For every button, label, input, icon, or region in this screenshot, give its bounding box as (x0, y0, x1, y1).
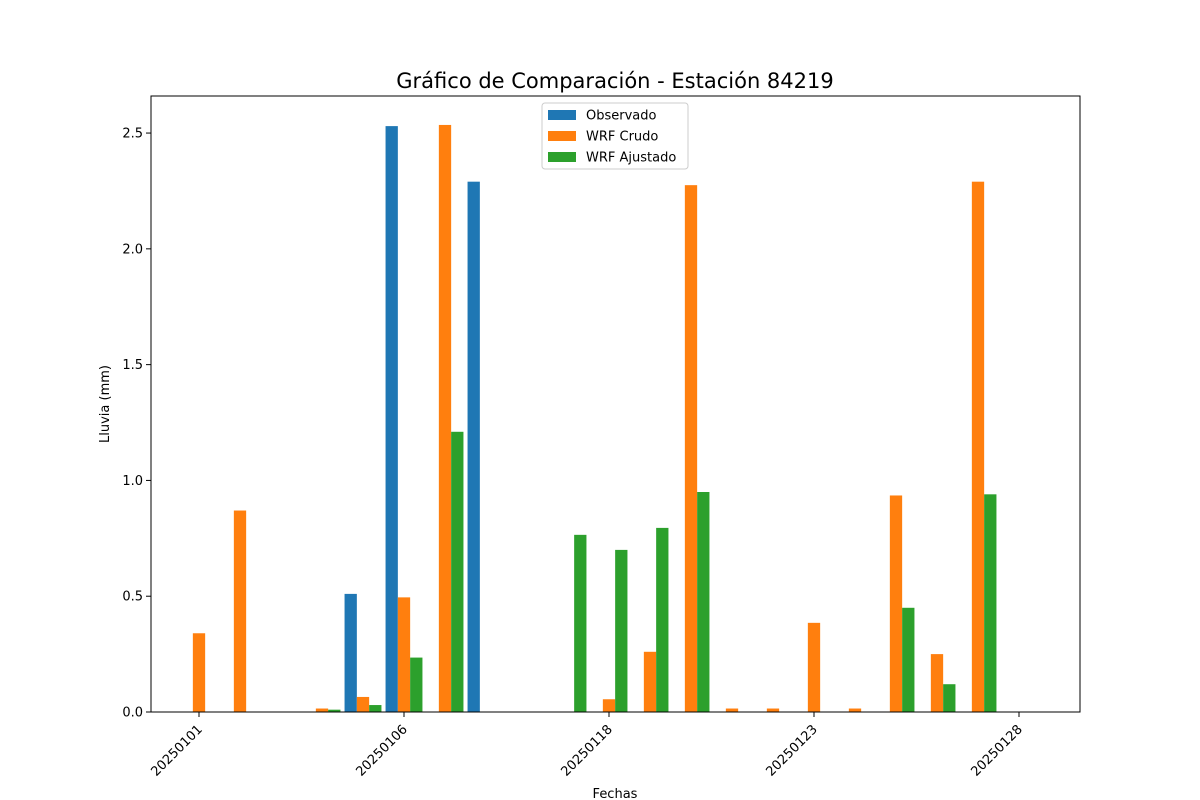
x-axis-title: Fechas (593, 787, 638, 800)
bar-wrf-ajustado-7 (451, 431, 464, 712)
bar-wrf-ajustado-6 (410, 657, 423, 712)
bar-wrf-ajustado-13 (697, 492, 710, 712)
plot-frame (150, 95, 1081, 713)
bar-wrf-crudo-13 (684, 185, 698, 712)
legend-swatch (548, 131, 576, 141)
legend-label: WRF Ajustado (586, 151, 676, 166)
bar-wrf-ajustado-18 (902, 607, 915, 712)
x-tick-label: 20250123 (763, 722, 820, 779)
legend-swatch (548, 152, 576, 162)
bar-wrf-crudo-4 (315, 708, 329, 712)
bar-wrf-crudo-1 (192, 633, 206, 712)
y-axis-title: Lluvia (mm) (98, 365, 113, 443)
bar-wrf-crudo-5 (356, 696, 370, 712)
legend-label: Observado (586, 109, 657, 124)
y-tick-label: 2.0 (122, 242, 143, 257)
legend-box (541, 102, 689, 170)
chart-title: Gráfico de Comparación - Estación 84219 (396, 69, 833, 93)
legend: Observado WRF Crudo WRF Ajustado (541, 102, 689, 170)
bar-wrf-crudo-19 (930, 654, 944, 712)
bars-group (192, 124, 997, 713)
bar-wrf-crudo-6 (397, 597, 411, 712)
y-tick-label: 0.5 (122, 590, 143, 605)
bar-wrf-crudo-15 (766, 708, 780, 712)
bar-wrf-ajustado-19 (943, 684, 956, 712)
bar-wrf-crudo-17 (848, 708, 862, 712)
bar-wrf-crudo-14 (725, 708, 739, 712)
bar-wrf-crudo-2 (233, 510, 247, 712)
y-tick-label: 2.5 (122, 127, 143, 142)
bar-observado-5 (344, 593, 357, 712)
bar-wrf-ajustado-20 (984, 494, 997, 712)
x-tick-label: 20250128 (968, 722, 1025, 779)
bar-wrf-crudo-18 (889, 495, 903, 712)
bar-wrf-ajustado-4 (328, 709, 341, 712)
y-tick-label: 1.0 (122, 474, 143, 489)
y-tick-label: 0.0 (122, 706, 143, 721)
bar-wrf-crudo-11 (602, 699, 616, 712)
x-tick-label: 20250106 (353, 722, 410, 779)
bar-wrf-crudo-12 (643, 651, 657, 712)
legend-swatch (548, 110, 576, 120)
bar-wrf-crudo-16 (807, 622, 821, 712)
y-tick-label: 1.5 (122, 358, 143, 373)
bar-wrf-ajustado-10 (574, 534, 587, 712)
x-tick-label: 20250101 (148, 722, 205, 779)
legend-label: WRF Crudo (586, 130, 658, 145)
x-tick-label: 20250118 (558, 722, 615, 779)
bar-wrf-crudo-20 (971, 181, 985, 712)
bar-observado-6 (385, 126, 398, 713)
bar-wrf-ajustado-5 (369, 705, 382, 712)
x-axis: 20250101 20250106 20250118 20250123 20250128 (148, 712, 1026, 780)
bar-wrf-ajustado-12 (656, 527, 669, 712)
bar-wrf-ajustado-11 (615, 549, 628, 712)
y-axis: 0.0 0.5 1.0 1.5 2.0 2.5 (122, 127, 151, 721)
bar-wrf-crudo-7 (438, 124, 452, 712)
bar-observado-8 (467, 181, 480, 712)
